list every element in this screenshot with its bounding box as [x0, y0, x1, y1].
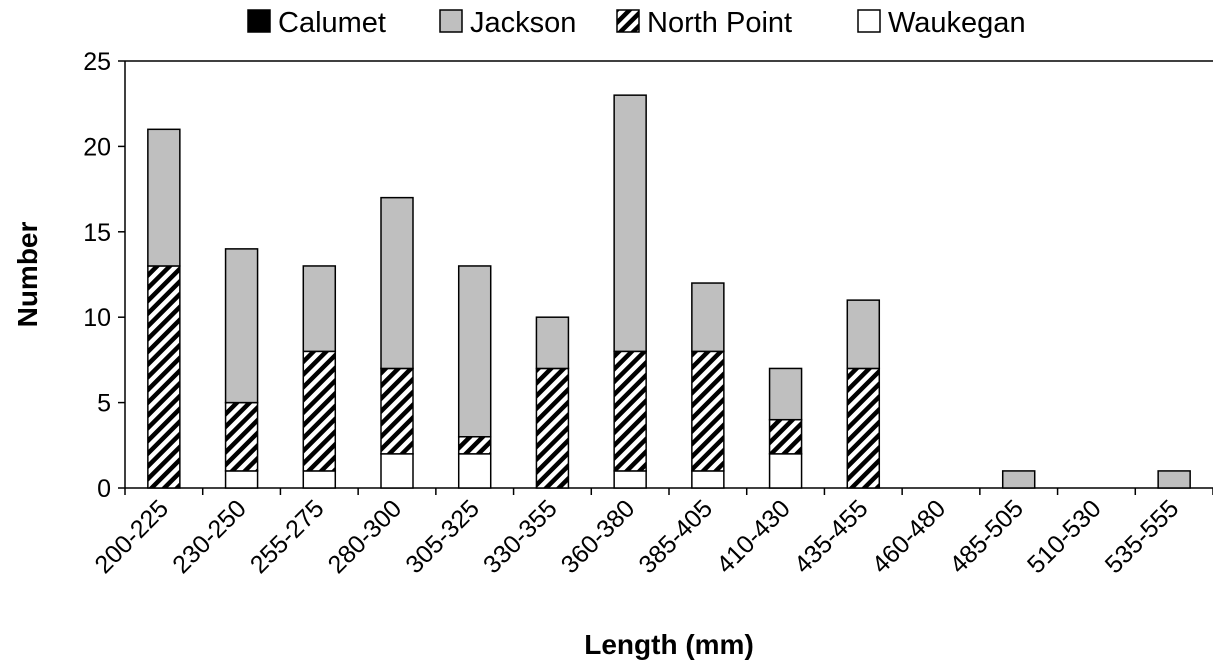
y-tick-label: 5 — [97, 390, 111, 418]
bar-segment-waukegan — [768, 453, 803, 489]
x-tick-label: 485-505 — [944, 494, 1029, 579]
bar-segment-jackson — [535, 316, 570, 370]
bar-segment-north-point — [380, 367, 414, 455]
bar-segment-north-point — [768, 418, 803, 455]
bar-segment-jackson — [613, 94, 647, 353]
bar-segment-jackson — [457, 265, 492, 438]
bar-segment-north-point — [147, 265, 181, 489]
x-tick-label: 280-300 — [323, 494, 408, 579]
x-tick-label: 255-275 — [245, 494, 330, 579]
legend-swatch-waukegan — [857, 9, 881, 33]
x-tick-label: 200-225 — [89, 494, 174, 579]
legend-swatch-north-point — [616, 9, 640, 33]
x-tick-label: 535-555 — [1100, 494, 1185, 579]
bar-segment-jackson — [768, 367, 803, 421]
bar-segment-waukegan — [302, 470, 337, 489]
x-tick-label: 360-380 — [556, 494, 641, 579]
bar-segment-north-point — [457, 436, 492, 455]
bar-segment-jackson — [302, 265, 337, 353]
legend: Calumet Jackson North Point Waukegan — [247, 7, 1026, 39]
bar-segment-jackson — [380, 196, 414, 370]
y-tick-label: 25 — [83, 48, 111, 76]
x-tick-label: 460-480 — [867, 494, 952, 579]
bar-segment-waukegan — [380, 453, 414, 489]
x-tick-label: 230-250 — [167, 494, 252, 579]
x-tick-label: 330-355 — [478, 494, 563, 579]
x-axis-title: Length (mm) — [584, 629, 754, 660]
legend-label: Waukegan — [888, 7, 1026, 39]
bar-segment-jackson — [846, 299, 881, 370]
bar-segment-north-point — [691, 350, 725, 472]
y-axis-title: Number — [12, 222, 43, 328]
bar-segment-jackson — [1001, 470, 1036, 489]
bar-segment-waukegan — [224, 470, 259, 489]
y-tick-label: 15 — [83, 219, 111, 247]
legend-label: North Point — [647, 7, 792, 39]
legend-swatch-calumet — [247, 9, 271, 33]
bar-segment-jackson — [224, 248, 259, 404]
bar-segment-north-point — [613, 350, 647, 472]
x-tick-label: 435-455 — [789, 494, 874, 579]
y-tick-label: 0 — [97, 475, 111, 503]
legend-label: Calumet — [278, 7, 386, 39]
legend-swatch-jackson — [439, 9, 463, 33]
bar-segment-jackson — [147, 128, 181, 267]
x-tick-label: 410-430 — [711, 494, 796, 579]
bar-segment-waukegan — [457, 453, 492, 489]
x-tick-label: 510-530 — [1022, 494, 1107, 579]
bar-segment-north-point — [535, 367, 570, 489]
bar-segment-north-point — [302, 350, 337, 472]
bar-segment-jackson — [691, 282, 725, 353]
x-tick-label: 385-405 — [633, 494, 718, 579]
bar-segment-jackson — [1157, 470, 1191, 489]
y-tick-label: 20 — [83, 133, 111, 161]
plot-area: 0 5 10 15 20 25 200-225230-250255-275280-30030… — [83, 48, 1213, 579]
bar-segment-waukegan — [691, 470, 725, 489]
x-tick-label: 305-325 — [400, 494, 485, 579]
legend-label: Jackson — [470, 7, 576, 39]
bar-segment-north-point — [224, 401, 259, 472]
bar-segment-north-point — [846, 367, 881, 489]
y-tick-label: 10 — [83, 304, 111, 332]
bar-segment-waukegan — [613, 470, 647, 489]
